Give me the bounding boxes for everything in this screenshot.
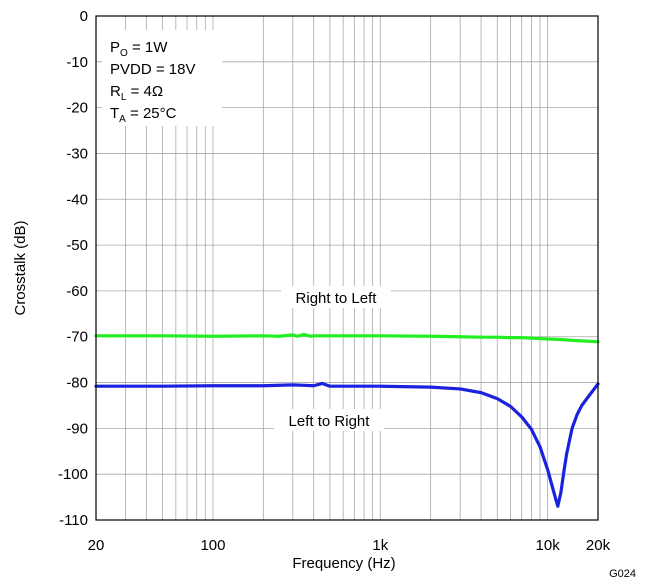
y-tick-label: -60 — [66, 283, 88, 300]
left-to-right-label: Left to Right — [289, 413, 371, 430]
right-to-left-label-bg — [281, 286, 391, 308]
right-to-left-label: Right to Left — [296, 290, 378, 307]
y-tick-label: -20 — [66, 100, 88, 117]
y-tick-label: 0 — [80, 8, 88, 25]
y-tick-label: -70 — [66, 329, 88, 346]
y-tick-label: -30 — [66, 145, 88, 162]
condition-line: RL = 4Ω — [110, 83, 163, 103]
y-axis-label: Crosstalk (dB) — [12, 220, 29, 315]
x-tick-label: 1k — [372, 537, 388, 554]
plot-frame — [95, 15, 599, 521]
series-line-right-to-left — [94, 332, 600, 344]
x-tick-label: 10k — [536, 537, 561, 554]
x-tick-label: 100 — [200, 537, 225, 554]
y-tick-label: -110 — [59, 512, 88, 529]
y-tick-label: -80 — [66, 375, 88, 392]
conditions-box — [102, 30, 222, 126]
figure-code: G024 — [609, 568, 636, 580]
series-line-left-to-right — [94, 381, 600, 508]
y-tick-label: -90 — [66, 420, 88, 437]
condition-line: TA = 25°C — [110, 105, 177, 125]
x-axis-label: Frequency (Hz) — [292, 555, 395, 572]
series-layer — [94, 332, 600, 508]
y-tick-label: -40 — [66, 191, 88, 208]
x-tick-label: 20 — [88, 537, 105, 554]
left-to-right-label-bg — [274, 409, 384, 431]
condition-line: PO = 1W — [110, 39, 168, 59]
x-tick-label: 20k — [586, 537, 611, 554]
y-tick-label: -10 — [66, 54, 88, 71]
y-tick-label: -100 — [58, 466, 88, 483]
y-tick-label: -50 — [66, 237, 88, 254]
condition-line: PVDD = 18V — [110, 61, 195, 78]
